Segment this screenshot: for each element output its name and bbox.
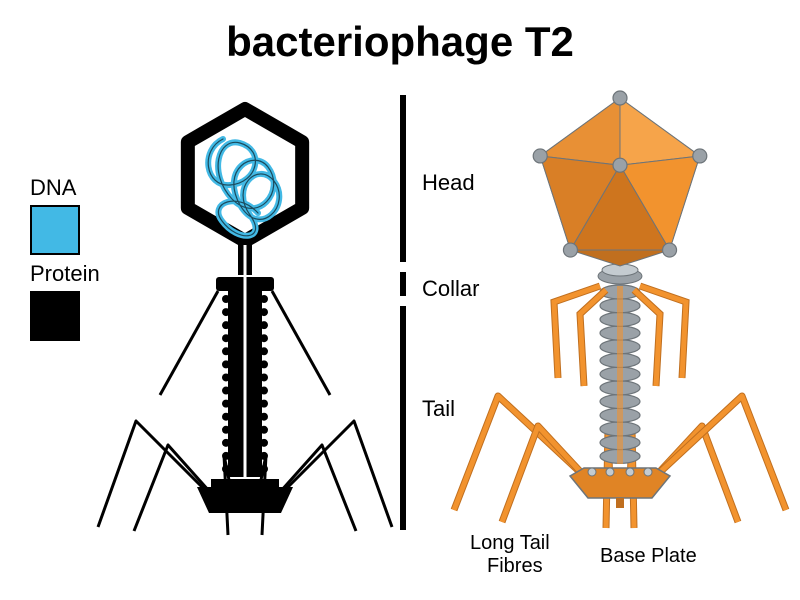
diagram-stage: bacteriophage T2 DNAProtein HeadCollarTa… [0,0,800,600]
section-divider [0,0,800,600]
